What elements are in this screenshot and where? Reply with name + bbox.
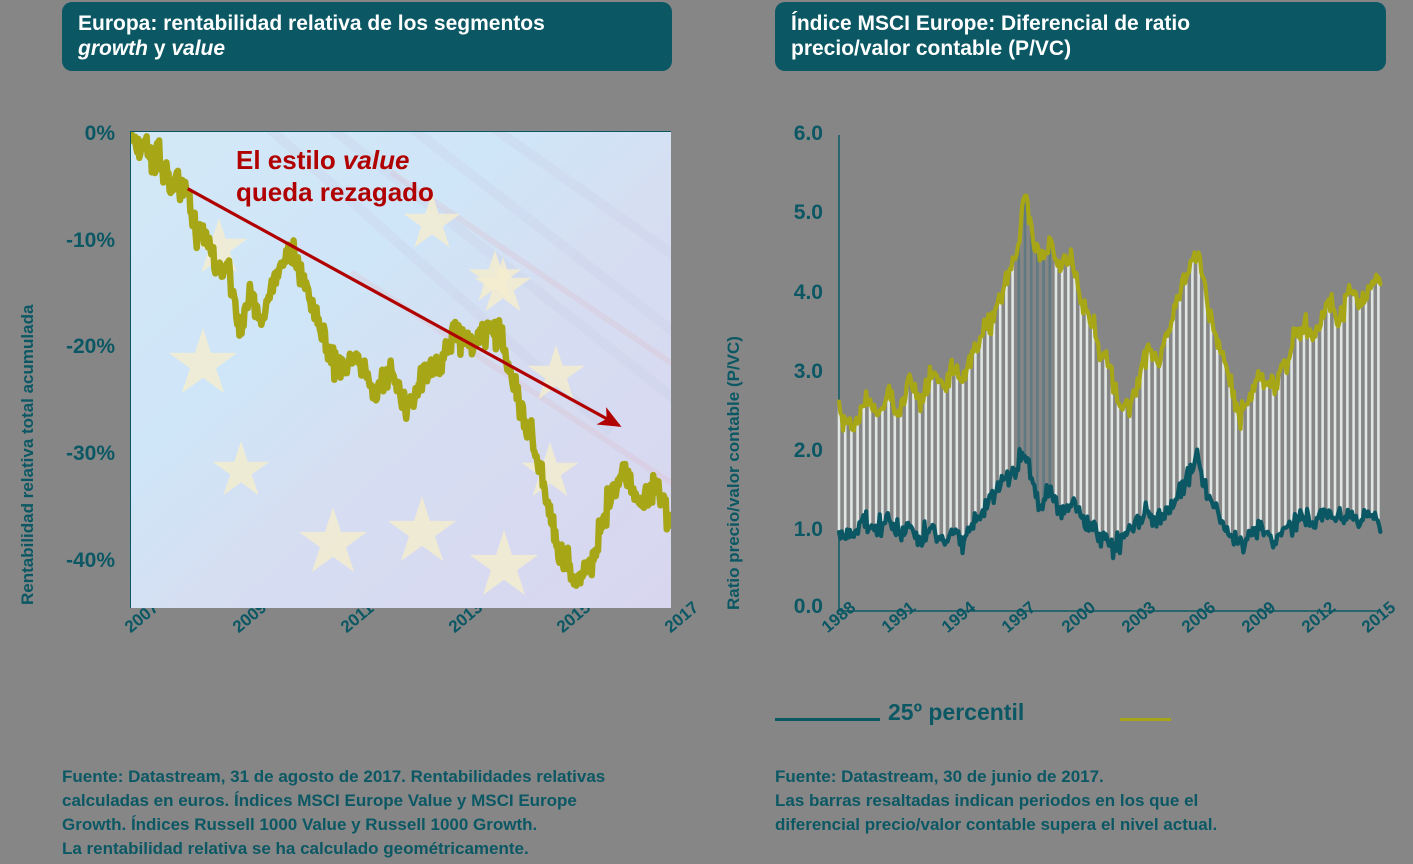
svg-text:El estilo value: El estilo value (236, 145, 409, 175)
svg-text:queda rezagado: queda rezagado (236, 177, 434, 207)
